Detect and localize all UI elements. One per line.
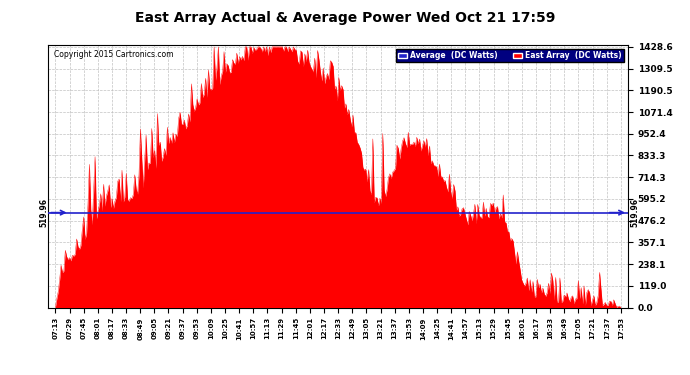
Text: 519.96: 519.96 — [39, 198, 48, 227]
Text: 519.96: 519.96 — [631, 198, 640, 227]
Legend: Average  (DC Watts), East Array  (DC Watts): Average (DC Watts), East Array (DC Watts… — [395, 49, 624, 62]
Text: East Array Actual & Average Power Wed Oct 21 17:59: East Array Actual & Average Power Wed Oc… — [135, 11, 555, 25]
Text: Copyright 2015 Cartronics.com: Copyright 2015 Cartronics.com — [54, 50, 174, 59]
